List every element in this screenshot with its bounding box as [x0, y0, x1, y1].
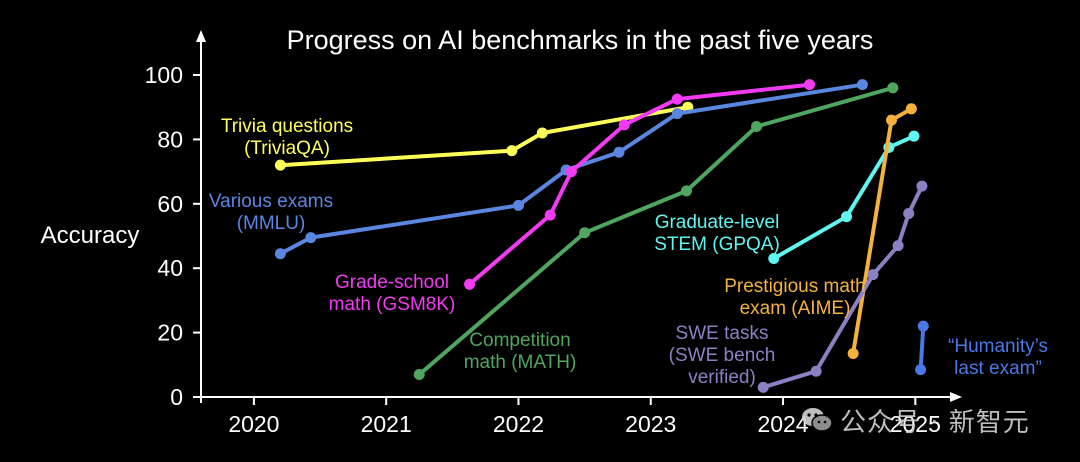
data-point-swe-tasks-swe-bench-verified-0: [757, 381, 769, 393]
series-prestigious-math-exam-aime: [847, 103, 917, 360]
series-label-line: verified): [688, 367, 756, 388]
series-label-line: Grade-school: [335, 272, 449, 293]
series-label-line: “Humanity’s: [948, 336, 1048, 357]
series-label-line: Trivia questions: [221, 116, 353, 137]
y-tick-label-20: 20: [157, 320, 183, 346]
data-point-grade-school-math-gsm8k-5: [803, 79, 815, 91]
x-axis-ticks: 2020 2021 2022 2023 2024 2025: [228, 397, 941, 437]
y-tick-label-100: 100: [145, 62, 183, 88]
y-tick-label-80: 80: [157, 126, 183, 152]
data-point-graduate-level-stem-gpqa-0: [768, 253, 780, 265]
series-label-line: math (MATH): [464, 352, 577, 373]
data-point-competition-math-math-2: [680, 185, 692, 197]
series-label-line: last exam”: [954, 358, 1042, 379]
data-point-various-exams-mmlu-1: [305, 232, 317, 244]
series-label-humanity-s-last-exam: “Humanity’s last exam”: [948, 336, 1048, 379]
series-line-grade-school-math-gsm8k: [467, 82, 812, 287]
series-label-line: exam (AIME): [740, 298, 851, 319]
x-tick-label-2025: 2025: [890, 411, 941, 437]
data-point-competition-math-math-1: [579, 227, 591, 239]
data-point-swe-tasks-swe-bench-verified-3: [892, 240, 904, 252]
data-point-trivia-questions-triviaqa-1: [506, 145, 518, 157]
series-line-trivia-questions-triviaqa: [278, 105, 690, 168]
data-point-humanity-s-last-exam-0: [915, 364, 927, 376]
data-point-prestigious-math-exam-aime-0: [847, 348, 859, 360]
data-point-grade-school-math-gsm8k-0: [464, 278, 476, 290]
series-label-line: SWE tasks: [676, 323, 769, 344]
series-label-swe-tasks-swe-bench-verified: SWE tasks (SWE bench verified): [669, 323, 776, 388]
series-label-line: Graduate-level: [655, 212, 780, 233]
watermark-text: 公众号 · 新智元: [840, 407, 1030, 438]
series-line-humanity-s-last-exam: [918, 324, 926, 372]
data-point-grade-school-math-gsm8k-1: [544, 209, 556, 221]
series-grade-school-math-gsm8k: [464, 79, 815, 290]
y-tick-label-60: 60: [157, 191, 183, 217]
data-point-humanity-s-last-exam-1: [917, 320, 929, 332]
data-point-competition-math-math-3: [751, 121, 763, 133]
series-label-trivia-questions-triviaqa: Trivia questions (TriviaQA): [221, 116, 353, 159]
data-point-various-exams-mmlu-2: [512, 199, 524, 211]
x-tick-label-2021: 2021: [361, 411, 412, 437]
series-label-line: Various exams: [209, 191, 333, 212]
data-point-swe-tasks-swe-bench-verified-1: [810, 365, 822, 377]
series-label-grade-school-math-gsm8k: Grade-school math (GSM8K): [329, 272, 456, 315]
data-point-swe-tasks-swe-bench-verified-2: [867, 269, 879, 281]
x-tick-label-2022: 2022: [493, 411, 544, 437]
series-label-prestigious-math-exam-aime: Prestigious math exam (AIME): [724, 276, 866, 319]
series-humanity-s-last-exam: [915, 320, 929, 376]
series-label-line: (TriviaQA): [244, 138, 330, 159]
y-axis-arrow: [196, 30, 206, 42]
y-axis-ticks: 0 20 40 60 80 100: [145, 62, 201, 410]
x-tick-label-2020: 2020: [228, 411, 279, 437]
y-axis-label: Accuracy: [41, 222, 140, 249]
series-label-line: STEM (GPQA): [654, 234, 780, 255]
x-tick-label-2023: 2023: [625, 411, 676, 437]
series-label-graduate-level-stem-gpqa: Graduate-level STEM (GPQA): [654, 212, 780, 255]
series-line-graduate-level-stem-gpqa: [771, 134, 916, 261]
data-point-competition-math-math-4: [887, 82, 899, 94]
watermark: 公众号 · 新智元: [800, 398, 1070, 442]
y-tick-label-0: 0: [170, 384, 183, 410]
series-competition-math-math: [413, 82, 899, 380]
data-point-grade-school-math-gsm8k-4: [671, 93, 683, 105]
data-point-various-exams-mmlu-4: [613, 146, 625, 158]
data-point-trivia-questions-triviaqa-0: [274, 159, 286, 171]
data-point-various-exams-mmlu-0: [274, 248, 286, 260]
series-label-various-exams-mmlu: Various exams (MMLU): [209, 191, 333, 234]
series-label-line: Prestigious math: [724, 276, 866, 297]
chart-title: Progress on AI benchmarks in the past fi…: [287, 25, 874, 55]
data-point-swe-tasks-swe-bench-verified-4: [903, 207, 915, 219]
data-point-various-exams-mmlu-5: [671, 108, 683, 120]
data-point-competition-math-math-0: [413, 368, 425, 380]
series-label-line: Competition: [469, 330, 570, 351]
data-point-graduate-level-stem-gpqa-1: [841, 211, 853, 223]
data-point-prestigious-math-exam-aime-2: [905, 103, 917, 115]
series-label-line: (SWE bench: [669, 345, 776, 366]
x-tick-label-2024: 2024: [757, 411, 808, 437]
data-point-prestigious-math-exam-aime-1: [886, 114, 898, 126]
series-layer: [274, 79, 929, 393]
data-point-grade-school-math-gsm8k-3: [618, 119, 630, 131]
data-point-various-exams-mmlu-6: [856, 79, 868, 91]
data-point-graduate-level-stem-gpqa-3: [908, 130, 920, 142]
series-label-line: math (GSM8K): [329, 294, 456, 315]
data-point-grade-school-math-gsm8k-2: [565, 166, 577, 178]
y-tick-label-40: 40: [157, 255, 183, 281]
wechat-logo-icon: [802, 408, 833, 432]
data-point-trivia-questions-triviaqa-2: [536, 127, 548, 139]
series-label-line: (MMLU): [237, 213, 306, 234]
series-swe-tasks-swe-bench-verified: [757, 180, 928, 393]
series-labels: Trivia questions (TriviaQA)Various exams(…: [209, 116, 1048, 388]
series-label-competition-math-math: Competition math (MATH): [464, 330, 577, 373]
data-point-swe-tasks-swe-bench-verified-5: [916, 180, 928, 192]
x-axis-arrow: [950, 392, 962, 402]
series-trivia-questions-triviaqa: [274, 101, 694, 171]
